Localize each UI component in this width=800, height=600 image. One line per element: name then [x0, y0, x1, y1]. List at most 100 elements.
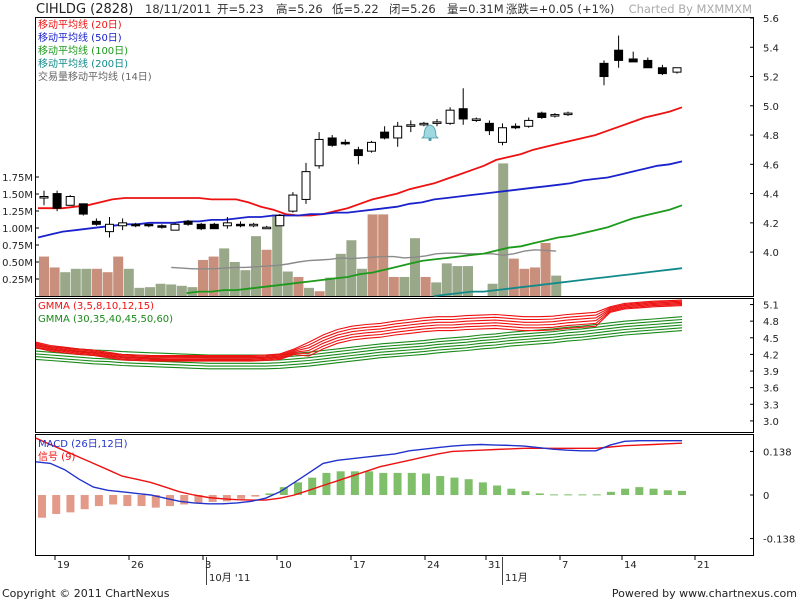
volume-bar	[176, 285, 187, 296]
header-low: 低=5.22	[332, 2, 379, 16]
macd-histogram-bar	[365, 471, 374, 495]
macd-histogram-bar	[166, 495, 174, 507]
volume-bar	[70, 268, 81, 296]
legend-ma200: 移动平均线 (200日)	[38, 57, 128, 70]
volume-bar	[551, 275, 562, 296]
volume-bar	[420, 276, 431, 296]
x-tick-label: 10	[279, 560, 292, 571]
legend-gmma-short: GMMA (3,5,8,10,12,15)	[38, 301, 154, 312]
candle-body	[550, 114, 560, 117]
volume-bar	[272, 214, 283, 296]
month-label-nov: 11月	[505, 572, 528, 584]
macd-histogram-bar	[635, 487, 644, 495]
price-y-tick-label: 4.0	[763, 248, 779, 259]
macd-histogram-bar	[137, 495, 146, 507]
candle-body	[209, 223, 219, 230]
ma20-line	[38, 106, 683, 217]
x-tick-label: 7	[562, 560, 568, 571]
volume-bar	[357, 268, 367, 296]
macd-histogram-bar	[649, 488, 658, 495]
candle-body	[340, 141, 350, 145]
gmma-short-line	[35, 300, 683, 358]
candle-body	[537, 112, 547, 118]
header-close: 闭=5.26	[389, 2, 436, 16]
gmma-short-line	[35, 301, 683, 359]
volume-y-tick-label: 1.00M	[2, 224, 33, 235]
candle-body	[131, 223, 141, 227]
candle-body	[275, 215, 285, 227]
legend-macd: MACD (26日,12日)	[38, 439, 128, 450]
macd-histogram-bar	[52, 495, 61, 514]
candle-body	[367, 141, 376, 152]
macd-y-tick-label: -0.138	[763, 535, 795, 546]
candle-body	[236, 223, 245, 227]
x-axis: 19 26 3 10 17 24 31 7 14 21 10月 '11 11月	[57, 560, 710, 584]
gmma-y-tick-label: 3.0	[763, 417, 779, 428]
x-tick-label: 24	[427, 560, 440, 571]
macd-histogram-bar	[393, 472, 402, 495]
macd-histogram-bar	[194, 495, 203, 503]
macd-histogram-bar	[151, 495, 160, 508]
price-y-tick-label: 4.4	[763, 190, 779, 201]
price-y-tick-label: 5.0	[763, 102, 779, 113]
legend-ma100: 移动平均线 (100日)	[38, 44, 128, 57]
candle-body	[458, 108, 468, 120]
volume-bar	[240, 270, 251, 296]
powered-by-link[interactable]: Powered by www.chartnexus.com	[612, 587, 797, 600]
gmma-y-tick-label: 3.3	[763, 400, 779, 411]
volume-bar	[60, 272, 71, 296]
volume-bar	[519, 268, 530, 296]
ma50-line	[37, 160, 683, 239]
ma100-line	[186, 204, 683, 294]
candle-body	[380, 131, 390, 139]
volume-bar	[155, 283, 166, 296]
candle-body	[65, 196, 75, 206]
macd-line	[35, 440, 682, 505]
gmma-y-tick-label: 4.8	[763, 317, 779, 328]
volume-bar	[441, 263, 452, 296]
macd-histogram-bar	[38, 495, 46, 518]
macd-histogram-bar	[279, 487, 288, 495]
price-y-tick-label: 5.2	[763, 73, 779, 84]
volume-bar	[314, 291, 325, 296]
volume-bar	[39, 256, 49, 296]
macd-histogram-bar	[678, 490, 686, 495]
candle-body	[157, 225, 167, 228]
volume-y-tick-label: 1.50M	[2, 190, 33, 201]
volume-y-tick-label: 1.75M	[2, 173, 33, 184]
candle-body	[445, 109, 455, 124]
legend-ma20: 移动平均线 (20日)	[38, 18, 122, 31]
legend-ma50: 移动平均线 (50日)	[38, 31, 122, 44]
macd-histogram-bar	[66, 495, 75, 513]
volume-bar	[102, 272, 113, 296]
gmma-panel-frame	[35, 298, 754, 433]
macd-histogram-bar	[407, 472, 416, 495]
ma200-line	[434, 267, 683, 297]
bell-icon[interactable]	[421, 124, 439, 142]
volume-bar	[304, 287, 314, 296]
volume-bar	[463, 266, 473, 296]
macd-y-tick-label: 0.138	[763, 447, 792, 458]
candle-body	[170, 223, 180, 231]
volume-y-tick-label: 0.25M	[2, 275, 33, 286]
price-y-tick-label: 5.4	[763, 43, 779, 54]
candle-body	[406, 124, 416, 127]
month-label-oct: 10月 '11	[209, 572, 250, 584]
volume-bar	[134, 287, 145, 296]
volume-bar	[49, 267, 60, 296]
macd-histogram-bar	[578, 494, 587, 496]
macd-histogram-bar	[535, 493, 544, 495]
macd-histogram-bar	[251, 495, 260, 497]
x-tick-label: 3	[205, 560, 211, 571]
month-separators	[206, 557, 503, 585]
gmma-short-line	[35, 299, 683, 357]
macd-histogram-bar	[265, 493, 274, 495]
volume-bar	[346, 240, 357, 296]
macd-histogram-bar	[422, 473, 430, 495]
candle-body	[39, 196, 49, 199]
candle-body	[657, 67, 667, 75]
gmma-y-tick-label: 4.5	[763, 334, 779, 345]
candle-body	[105, 223, 114, 233]
macd-histogram-bar	[564, 494, 573, 496]
